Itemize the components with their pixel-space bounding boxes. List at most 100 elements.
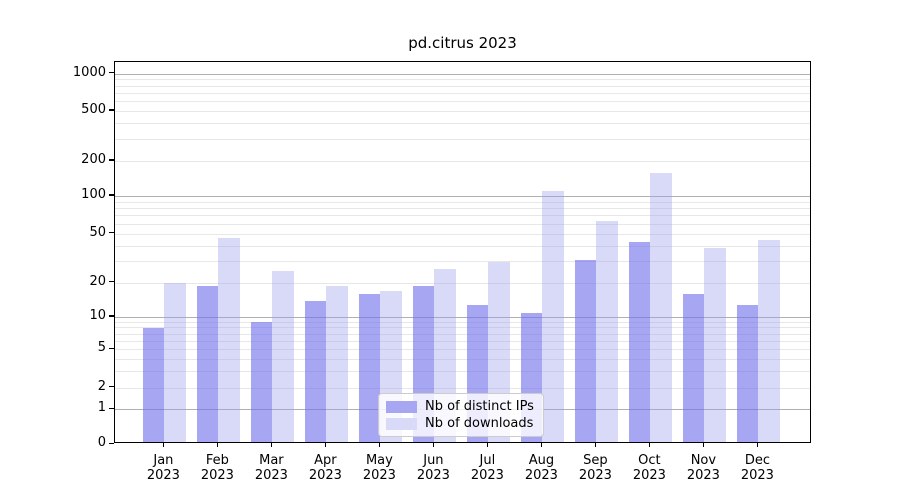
x-tick-month: Jun [423,453,444,468]
x-tick-year: 2023 [200,467,234,483]
bar-distinct-ips [142,327,165,442]
bar-distinct-ips [250,322,273,442]
x-tick-month: Jul [479,453,496,468]
x-tick-mark [648,443,651,447]
x-tick-month: Feb [205,453,229,468]
y-tick-mark [109,347,114,349]
y-axis-tick-label: 1000 [72,64,106,80]
x-tick-year: 2023 [146,467,180,483]
bar-downloads [218,237,241,442]
y-axis-tick-label: 1 [97,400,106,416]
x-axis-tick-label: Jan 2023 [133,453,193,483]
y-tick-mark [109,407,114,409]
grid-line-minor [115,233,810,235]
bar-distinct-ips [358,294,381,442]
grid-line-minor [115,370,810,372]
grid-line-minor [115,85,810,87]
grid-line-major [115,317,810,318]
x-tick-mark [378,443,381,447]
grid-line-minor [115,349,810,351]
y-axis-tick-label: 20 [89,273,106,289]
grid-line-minor [115,111,810,112]
legend-swatch-downloads [386,417,417,430]
grid-line-minor [115,215,810,217]
legend-label-downloads: Nb of downloads [425,416,534,431]
grid-line-major [115,196,810,197]
x-tick-month: Sep [583,453,608,468]
y-tick-mark [109,386,114,388]
grid-line-minor [115,321,810,323]
grid-line-minor [115,79,810,81]
y-tick-mark [109,194,114,196]
legend-item-distinct-ips: Nb of distinct IPs [386,398,535,415]
x-tick-month: Mar [259,453,284,468]
grid-line-minor [115,245,810,247]
x-axis-tick-label: Dec 2023 [727,453,787,483]
y-axis-tick-label: 5 [97,340,106,356]
x-tick-month: May [365,453,393,468]
grid-line-minor [115,101,810,103]
y-tick-mark [109,109,114,111]
x-tick-mark [756,443,759,447]
grid-line-minor [115,92,810,94]
y-axis-tick-label: 50 [89,224,106,240]
y-tick-mark [109,315,114,317]
y-tick-mark [109,442,114,444]
bar-downloads [164,283,187,442]
plot-area [114,61,811,443]
x-tick-mark [594,443,597,447]
x-axis-tick-label: Apr 2023 [295,453,355,483]
x-axis-tick-label: Feb 2023 [187,453,247,483]
x-axis-tick-label: Oct 2023 [619,453,679,483]
x-tick-mark [162,443,165,447]
x-axis-tick-label: May 2023 [349,453,409,483]
x-tick-mark [432,443,435,447]
grid-line-minor [115,138,810,140]
chart-title: pd.citrus 2023 [408,34,517,52]
grid-line-minor [115,123,810,125]
x-tick-year: 2023 [686,467,720,483]
y-axis-tick-label: 500 [81,102,106,117]
grid-line-minor [115,223,810,225]
bar-downloads [758,239,781,442]
x-tick-mark [540,443,543,447]
x-tick-year: 2023 [416,467,450,483]
x-tick-year: 2023 [578,467,612,483]
bar-downloads [650,172,673,442]
grid-line-minor [115,282,810,284]
x-axis-tick-label: Jun 2023 [403,453,463,483]
x-tick-mark [270,443,273,447]
x-tick-mark [216,443,219,447]
x-tick-year: 2023 [308,467,342,483]
legend-item-downloads: Nb of downloads [386,415,535,432]
x-tick-mark [702,443,705,447]
grid-line-minor [115,261,810,263]
x-axis-tick-label: Aug 2023 [511,453,571,483]
bar-distinct-ips [682,294,705,442]
y-axis-tick-label: 2 [97,378,106,394]
x-tick-month: Oct [638,453,661,468]
x-axis-tick-label: Jul 2023 [457,453,517,483]
bar-downloads [272,271,295,442]
legend: Nb of distinct IPs Nb of downloads [378,393,544,437]
x-tick-year: 2023 [524,467,558,483]
bar-distinct-ips [736,304,759,442]
bar-distinct-ips [196,285,219,442]
x-tick-mark [486,443,489,447]
x-tick-year: 2023 [254,467,288,483]
x-tick-month: Apr [314,453,337,468]
legend-label-distinct-ips: Nb of distinct IPs [425,399,534,414]
bar-distinct-ips [628,242,651,442]
bar-distinct-ips [304,300,327,442]
grid-line-minor [115,161,810,162]
x-tick-month: Nov [690,453,717,468]
grid-line-major [115,73,810,75]
legend-swatch-distinct-ips [386,400,417,413]
y-axis-tick-label: 0 [97,435,106,451]
y-axis-tick-label: 200 [81,152,106,167]
x-tick-year: 2023 [470,467,504,483]
y-tick-mark [109,159,114,161]
grid-line-minor [115,327,810,329]
x-axis-tick-label: Sep 2023 [565,453,625,483]
